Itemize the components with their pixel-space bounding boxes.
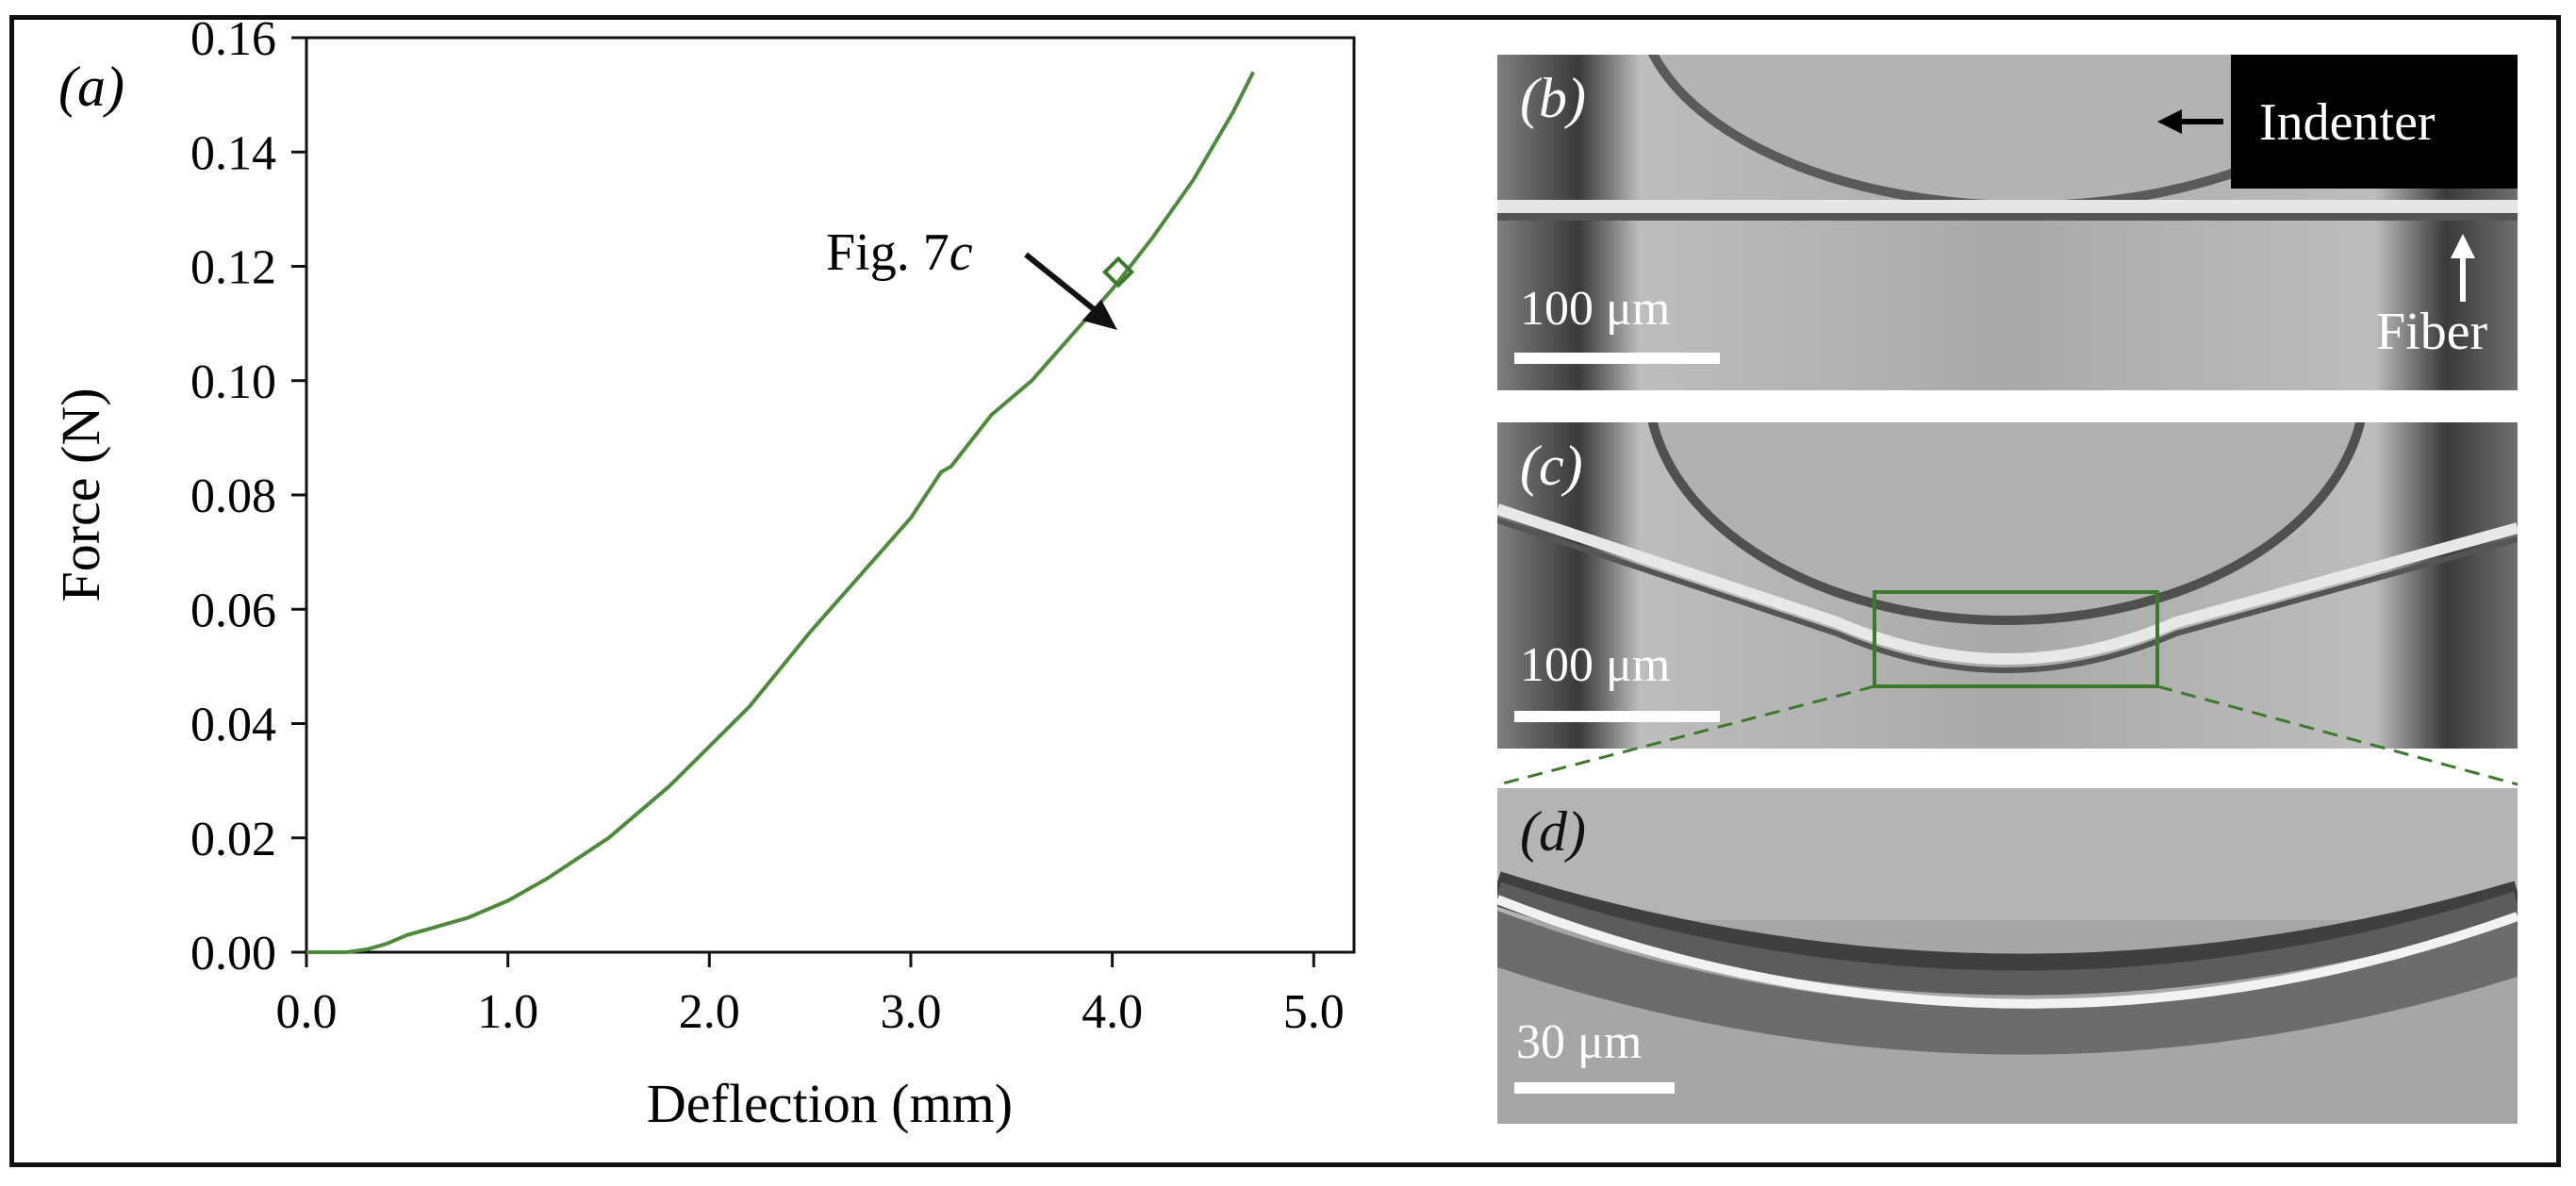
scale-label-d: 30 μm <box>1516 1015 1643 1069</box>
fiber-label: Fiber <box>2376 303 2488 361</box>
x-tick-label: 0.0 <box>276 985 338 1039</box>
y-tick-label: 0.10 <box>190 355 276 409</box>
y-tick-label: 0.06 <box>190 584 276 637</box>
indenter-label-box <box>2231 55 2518 189</box>
panel-c-micrograph: (c) 100 μm <box>1497 422 2518 749</box>
panel-d-micrograph: (d) 30 μm <box>1497 788 2518 1124</box>
y-tick-label: 0.00 <box>190 927 276 980</box>
y-tick-label: 0.14 <box>190 126 276 180</box>
scale-bar-b <box>1514 353 1720 364</box>
scale-label-b: 100 μm <box>1520 282 1671 336</box>
fig7c-marker <box>1102 255 1134 288</box>
x-tick-label: 3.0 <box>880 985 941 1039</box>
y-axis-label: Force (N) <box>50 387 111 601</box>
panel-c-label: (c) <box>1520 435 1583 497</box>
x-axis-ticks: 0.0 1.0 2.0 3.0 4.0 5.0 <box>276 952 1345 1039</box>
x-tick-label: 2.0 <box>679 985 740 1039</box>
annotation-arrowhead <box>1082 300 1117 330</box>
force-deflection-curve <box>306 71 1255 954</box>
x-tick-label: 5.0 <box>1283 985 1345 1039</box>
scale-bar-d <box>1514 1082 1675 1094</box>
panel-d-label: (d) <box>1520 800 1586 863</box>
panel-b-micrograph: (b) Indenter Fiber 100 μm <box>1497 55 2518 390</box>
annotation-label: Fig. 7c <box>826 223 973 282</box>
x-tick-label: 1.0 <box>477 985 538 1039</box>
x-tick-label: 4.0 <box>1082 985 1143 1039</box>
scale-bar-c <box>1514 711 1720 722</box>
indenter-label: Indenter <box>2259 93 2436 152</box>
y-tick-label: 0.02 <box>190 813 276 866</box>
panel-a-label: (a) <box>58 56 124 118</box>
zoom-region-box <box>1873 590 2159 688</box>
x-axis-label: Deflection (mm) <box>647 1073 1013 1134</box>
panel-b-label: (b) <box>1520 67 1586 129</box>
y-tick-label: 0.16 <box>190 12 276 66</box>
y-tick-label: 0.12 <box>190 241 276 295</box>
annotation-arrow <box>1024 252 1105 320</box>
scale-label-c: 100 μm <box>1520 638 1671 692</box>
force-deflection-chart: (a) 0.00 0.02 0.04 0.06 0.08 0.10 0.12 0.14 0.16… <box>50 12 1356 1134</box>
y-axis-ticks: 0.00 0.02 0.04 0.06 0.08 0.10 0.12 0.14 0.16 <box>190 12 306 980</box>
y-tick-label: 0.08 <box>190 469 276 523</box>
y-tick-label: 0.04 <box>190 699 276 752</box>
